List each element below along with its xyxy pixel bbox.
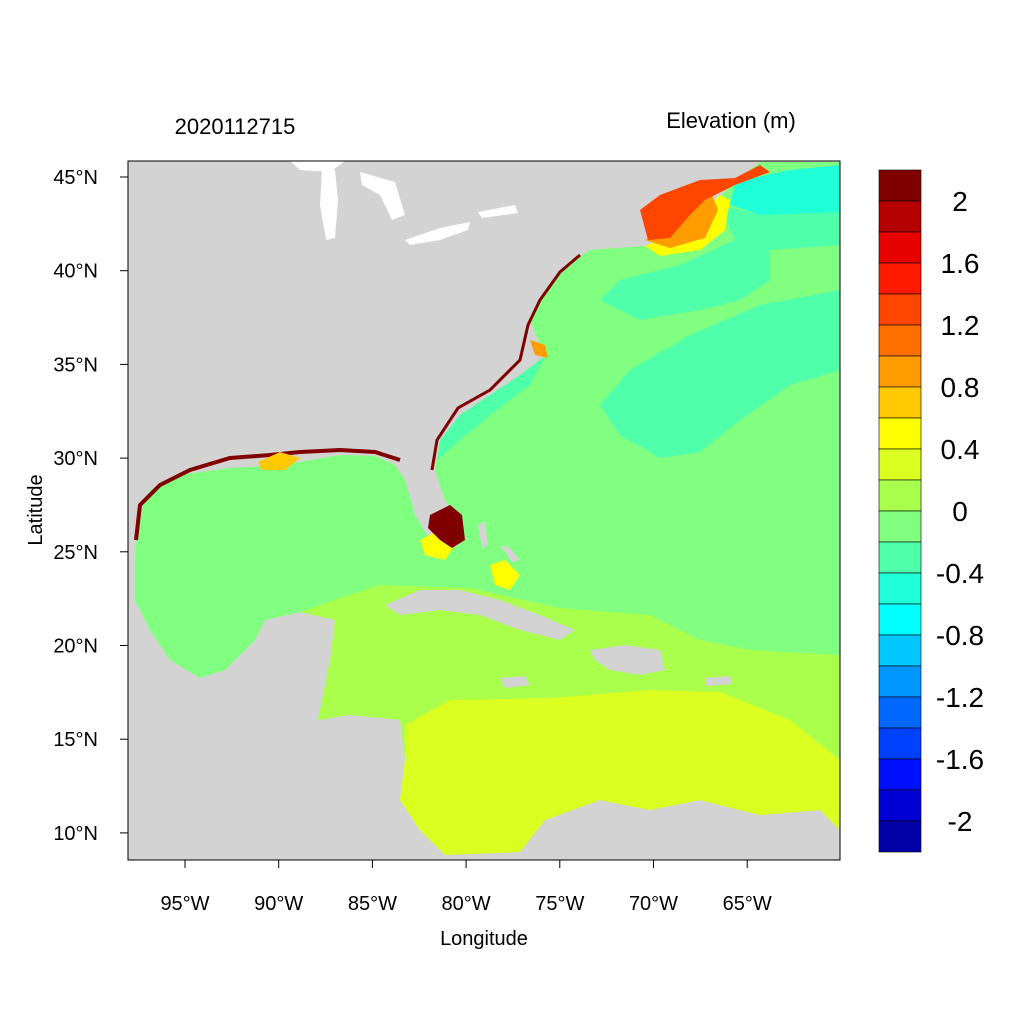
hispaniola: [590, 645, 665, 675]
x-tick-label: 95°W: [160, 893, 209, 915]
colorbar-bin: [878, 293, 922, 326]
colorbar-title: Elevation (m): [666, 108, 796, 133]
colorbar-bin: [878, 200, 922, 233]
cuba: [385, 590, 575, 640]
colorbar-label: 1.2: [941, 310, 980, 341]
y-tick-label: 40°N: [53, 261, 98, 283]
surge-gulf-coast: [134, 447, 401, 541]
colorbar-bin: [878, 355, 922, 388]
lake-huron: [360, 172, 405, 220]
islands: [385, 522, 732, 688]
colorbar-label: 1.6: [941, 248, 980, 279]
y-tick-label: 20°N: [53, 636, 98, 658]
colorbar-label: 0.4: [941, 434, 980, 465]
lake-erie: [405, 222, 470, 245]
surge-gulf-coast-yellow: [258, 452, 300, 470]
x-axis-label: Longitude: [440, 928, 528, 950]
x-tick-label: 80°W: [442, 893, 491, 915]
ocean-northeast-minus0.4-minus0.2: [600, 205, 840, 320]
ocean-scotian-minus0.6-minus0.4: [730, 165, 840, 215]
y-tick-label: 35°N: [53, 354, 98, 376]
y-tick-label: 15°N: [53, 729, 98, 751]
x-tick-label: 65°W: [723, 893, 772, 915]
colorbar-bin: [878, 603, 922, 636]
colorbar-bin: [878, 696, 922, 729]
y-axis-label: Latitude: [25, 474, 47, 545]
colorbar-label: -0.4: [936, 558, 984, 589]
lake-ontario: [478, 205, 518, 218]
map-area: [128, 161, 840, 860]
x-tick-label: 85°W: [348, 893, 397, 915]
colorbar-bin: [878, 758, 922, 791]
colorbar-bin: [878, 634, 922, 667]
bahamas: [478, 522, 520, 562]
colorbar-bin: [878, 386, 922, 419]
colorbar-label: -1.2: [936, 682, 984, 713]
colorbar-label: 2: [952, 186, 968, 217]
colorbar-bin: [878, 789, 922, 822]
y-axis: 45°N 40°N 35°N 30°N 25°N 20°N 15°N 10°N: [53, 167, 128, 845]
colorbar: 2 1.6 1.2 0.8 0.4 0 -0.4 -0.8 -1.2 -1.6 -2: [878, 169, 984, 853]
y-tick-label: 10°N: [53, 823, 98, 845]
colorbar-bin: [878, 665, 922, 698]
x-tick-label: 70°W: [629, 893, 678, 915]
date-label: 2020112715: [175, 114, 296, 139]
x-tick-label: 90°W: [254, 893, 303, 915]
ocean-se-coast-minus0.4-minus0.2: [437, 356, 545, 460]
colorbar-bin: [878, 169, 922, 202]
great-lakes: [290, 161, 518, 245]
colorbar-bin: [878, 417, 922, 450]
colorbar-bin: [878, 479, 922, 512]
colorbar-label: 0.8: [941, 372, 980, 403]
colorbar-bin: [878, 510, 922, 543]
colorbar-bin: [878, 572, 922, 605]
colorbar-bin: [878, 541, 922, 574]
y-tick-label: 45°N: [53, 167, 98, 189]
surge-bahamas-yellow: [490, 560, 520, 590]
plot-frame: [127, 160, 841, 861]
colorbar-bin: [878, 231, 922, 264]
lake-superior: [290, 161, 345, 172]
lake-michigan: [320, 168, 338, 240]
colorbar-label: -0.8: [936, 620, 984, 651]
y-tick-label: 30°N: [53, 448, 98, 470]
colorbar-label: -1.6: [936, 744, 984, 775]
jamaica: [500, 676, 530, 688]
colorbar-label: 0: [952, 496, 968, 527]
ocean-gulfstream-minus0.4-minus0.2: [600, 290, 840, 458]
surge-chesapeake: [530, 340, 548, 358]
surge-florida-flooded-2.2: [428, 505, 465, 548]
colorbar-bin: [878, 448, 922, 481]
surge-gulf-of-maine-1.2-1.4: [640, 165, 770, 240]
ocean-south-caribbean-0.2-0.4: [400, 690, 840, 855]
x-tick-label: 75°W: [535, 893, 584, 915]
colorbar-bin: [878, 324, 922, 357]
puerto-rico: [705, 676, 732, 686]
surge-east-coast: [430, 253, 581, 471]
colorbar-bin: [878, 262, 922, 295]
y-tick-label: 25°N: [53, 542, 98, 564]
colorbar-bin: [878, 727, 922, 760]
colorbar-bin: [878, 820, 922, 853]
colorbar-label: -2: [948, 806, 973, 837]
x-axis: 95°W 90°W 85°W 80°W 75°W 70°W 65°W: [160, 860, 772, 915]
